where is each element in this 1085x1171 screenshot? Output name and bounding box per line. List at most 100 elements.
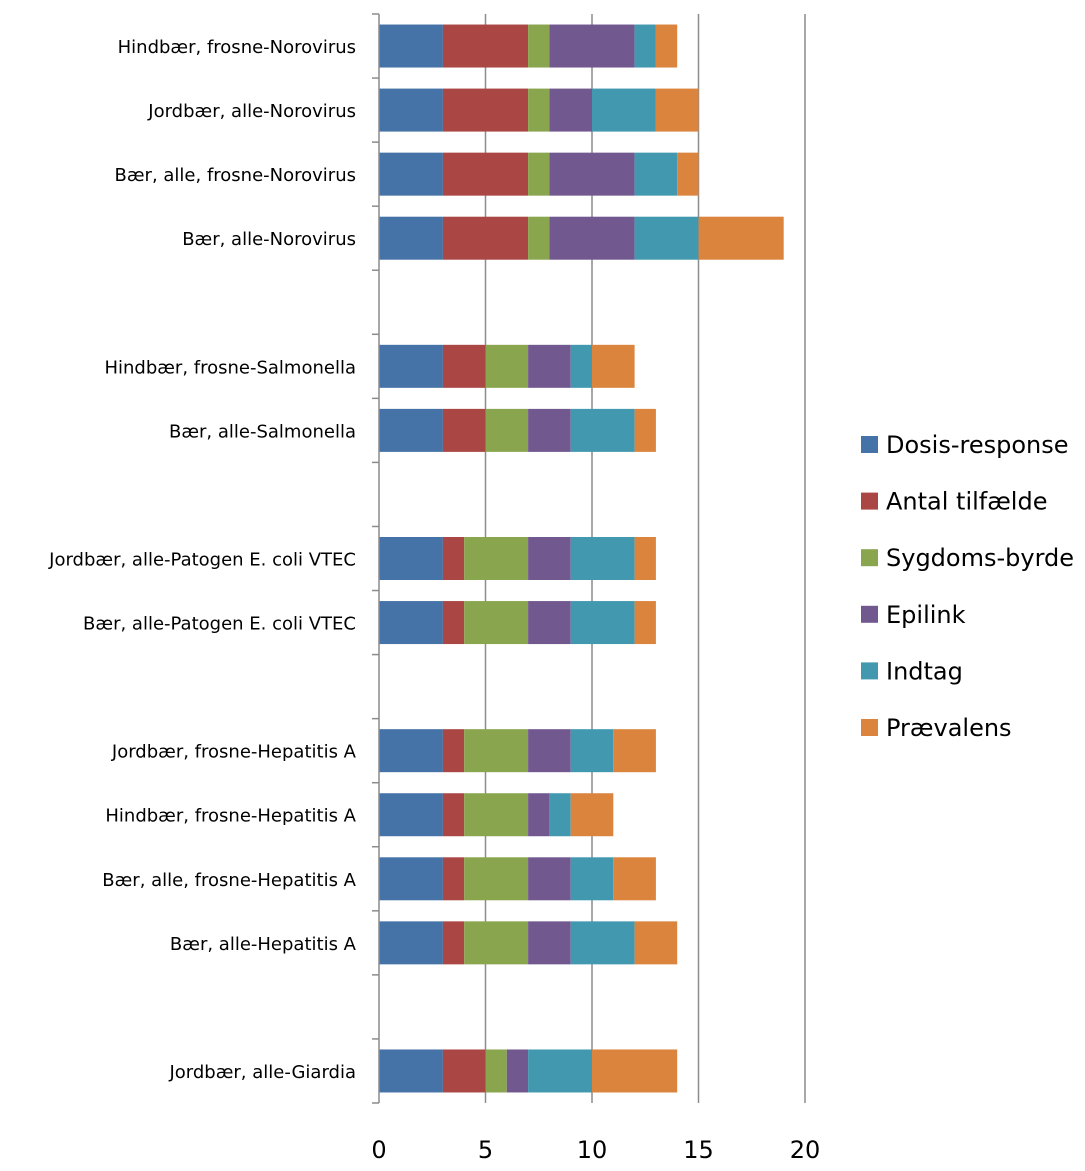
bar-segment bbox=[379, 216, 443, 260]
category-label: Hindbær, frosne-Hepatitis A bbox=[105, 806, 356, 827]
bar-segment bbox=[549, 24, 635, 68]
category-label: Bær, alle-Norovirus bbox=[182, 229, 356, 250]
bar-segment bbox=[379, 1049, 443, 1093]
bar-segment bbox=[570, 729, 614, 773]
bar-segment bbox=[464, 601, 529, 645]
x-tick-label: 15 bbox=[683, 1136, 714, 1164]
bar-segment bbox=[570, 857, 614, 901]
bar-segment bbox=[379, 344, 443, 388]
legend-label: Prævalens bbox=[886, 714, 1012, 742]
category-label: Jordbær, alle-Patogen E. coli VTEC bbox=[48, 550, 356, 571]
bar-segment bbox=[634, 601, 656, 645]
bar-segment bbox=[442, 408, 486, 452]
bar-segment bbox=[442, 344, 486, 388]
bar-segment bbox=[634, 537, 656, 580]
category-label: Jordbær, frosne-Hepatitis A bbox=[111, 742, 357, 763]
bar-segment bbox=[634, 408, 656, 452]
category-axis bbox=[372, 13, 380, 1104]
bar-segment bbox=[464, 793, 529, 837]
value-axis: 0 5 10 15 20 bbox=[371, 1136, 820, 1164]
bar-segment bbox=[528, 344, 571, 388]
legend-label: Dosis-response bbox=[886, 431, 1069, 459]
bar-segment bbox=[528, 88, 550, 132]
bar-segment bbox=[698, 216, 784, 260]
bar-segment bbox=[528, 857, 571, 901]
bar-segment bbox=[379, 152, 443, 196]
legend-label: Sygdoms-byrde bbox=[886, 544, 1074, 572]
bar-segment bbox=[528, 729, 571, 773]
legend-swatch bbox=[861, 662, 878, 680]
bar-segment bbox=[464, 729, 529, 773]
bar-segment bbox=[442, 88, 529, 132]
legend-swatch bbox=[861, 605, 878, 623]
bar-segment bbox=[442, 1049, 486, 1093]
bar-segment bbox=[379, 601, 443, 645]
bar-segment bbox=[442, 601, 465, 645]
legend-label: Antal tilfælde bbox=[886, 488, 1047, 516]
bar-segment bbox=[677, 152, 699, 196]
category-label: Bær, alle, frosne-Norovirus bbox=[115, 165, 356, 186]
bar-segment bbox=[549, 793, 571, 837]
bar-segment bbox=[549, 152, 635, 196]
bar-segment bbox=[549, 88, 592, 132]
bar-segment bbox=[528, 537, 571, 580]
bar-segment bbox=[528, 1049, 592, 1093]
bar-segment bbox=[485, 344, 529, 388]
bar-segment bbox=[464, 537, 529, 580]
bar-segment bbox=[485, 408, 529, 452]
category-label: Bær, alle, frosne-Hepatitis A bbox=[102, 870, 356, 891]
bar-segment bbox=[655, 88, 699, 132]
x-tick-label: 20 bbox=[790, 1136, 821, 1164]
bar-segment bbox=[570, 921, 635, 965]
legend-swatch bbox=[861, 719, 878, 736]
category-label: Hindbær, frosne-Norovirus bbox=[118, 37, 356, 58]
bar-segment bbox=[379, 793, 443, 837]
bar-segment bbox=[485, 1049, 507, 1093]
bar-segment bbox=[528, 793, 550, 837]
legend-swatch bbox=[861, 436, 878, 453]
bar-segment bbox=[442, 729, 465, 773]
legend-swatch bbox=[861, 549, 878, 567]
bar-segment bbox=[442, 216, 529, 260]
legend-label: Indtag bbox=[886, 657, 963, 685]
bar-segment bbox=[464, 921, 529, 965]
bars bbox=[379, 24, 784, 1093]
x-tick-label: 10 bbox=[577, 1136, 608, 1164]
bar-segment bbox=[442, 537, 465, 580]
bar-segment bbox=[379, 729, 443, 773]
bar-segment bbox=[379, 921, 443, 965]
bar-segment bbox=[613, 857, 656, 901]
category-label: Jordbær, alle-Giardia bbox=[168, 1062, 356, 1083]
bar-segment bbox=[528, 921, 571, 965]
x-tick-label: 5 bbox=[478, 1136, 493, 1164]
category-label: Jordbær, alle-Norovirus bbox=[147, 101, 356, 122]
category-label: Hindbær, frosne-Salmonella bbox=[104, 357, 356, 378]
category-label: Bær, alle-Patogen E. coli VTEC bbox=[83, 614, 356, 635]
bar-segment bbox=[379, 857, 443, 901]
bar-segment bbox=[634, 921, 678, 965]
bar-segment bbox=[634, 216, 699, 260]
bar-segment bbox=[570, 537, 635, 580]
bar-segment bbox=[528, 601, 571, 645]
category-labels: Hindbær, frosne-Norovirus Jordbær, alle-N… bbox=[48, 37, 357, 1083]
bar-segment bbox=[442, 921, 465, 965]
x-tick-label: 0 bbox=[371, 1136, 386, 1164]
bar-segment bbox=[528, 408, 571, 452]
legend: Dosis-response Antal tilfælde Sygdoms-byrd… bbox=[861, 431, 1074, 742]
bar-segment bbox=[528, 152, 550, 196]
bar-segment bbox=[570, 408, 635, 452]
bar-segment bbox=[570, 601, 635, 645]
bar-segment bbox=[506, 1049, 529, 1093]
legend-label: Epilink bbox=[886, 601, 966, 629]
bar-segment bbox=[442, 793, 465, 837]
bar-segment bbox=[570, 344, 592, 388]
bar-segment bbox=[464, 857, 529, 901]
bar-segment bbox=[634, 152, 678, 196]
bar-segment bbox=[442, 857, 465, 901]
bar-segment bbox=[528, 216, 550, 260]
bar-segment bbox=[592, 88, 656, 132]
bar-segment bbox=[592, 1049, 678, 1093]
bar-segment bbox=[634, 24, 656, 68]
category-label: Bær, alle-Hepatitis A bbox=[170, 934, 357, 955]
